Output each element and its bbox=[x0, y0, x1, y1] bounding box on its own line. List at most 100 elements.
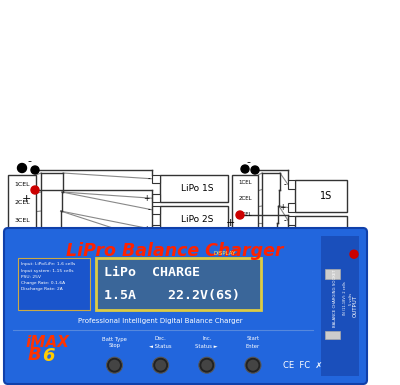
Bar bbox=[288, 252, 295, 261]
Text: LiPo  CHARGE: LiPo CHARGE bbox=[104, 266, 200, 280]
Circle shape bbox=[241, 165, 249, 173]
Bar bbox=[321, 236, 359, 376]
Text: LiPo 4S: LiPo 4S bbox=[181, 277, 214, 286]
Text: 1CEL: 1CEL bbox=[14, 182, 30, 187]
Text: 5CEL: 5CEL bbox=[14, 255, 30, 260]
Circle shape bbox=[201, 360, 212, 371]
Text: 1.5A    22.2V(6S): 1.5A 22.2V(6S) bbox=[104, 290, 240, 302]
Text: Professional Intelligent Digital Balance Charger: Professional Intelligent Digital Balance… bbox=[78, 318, 243, 324]
Bar bbox=[18, 258, 90, 310]
Text: B: B bbox=[28, 346, 42, 364]
Text: 3S: 3S bbox=[320, 263, 332, 273]
Bar bbox=[152, 288, 160, 295]
Bar bbox=[152, 268, 160, 276]
Text: 1S: 1S bbox=[320, 191, 332, 201]
Text: 3CEL: 3CEL bbox=[14, 218, 30, 223]
Text: +: + bbox=[22, 194, 31, 204]
Bar bbox=[325, 331, 340, 338]
Bar bbox=[152, 226, 160, 233]
Text: LiPo 2S: LiPo 2S bbox=[181, 215, 214, 224]
Bar bbox=[288, 239, 295, 248]
Bar bbox=[152, 350, 160, 357]
Text: LiPo 5S: LiPo 5S bbox=[181, 308, 214, 317]
Bar bbox=[295, 216, 347, 248]
Bar bbox=[96, 258, 261, 310]
Text: DISPLAY: DISPLAY bbox=[214, 251, 236, 256]
Text: +: + bbox=[226, 218, 235, 228]
Circle shape bbox=[241, 272, 249, 280]
Bar bbox=[152, 175, 160, 182]
Text: Status ►: Status ► bbox=[196, 343, 218, 348]
Text: -: - bbox=[283, 216, 286, 225]
Text: +: + bbox=[144, 256, 150, 265]
Text: LiPro Balance Charger: LiPro Balance Charger bbox=[66, 242, 284, 260]
Text: Start: Start bbox=[246, 336, 260, 341]
Text: -: - bbox=[147, 205, 150, 214]
Bar bbox=[325, 270, 340, 280]
Circle shape bbox=[248, 360, 258, 371]
Bar bbox=[295, 180, 347, 212]
Bar bbox=[288, 180, 295, 189]
Bar bbox=[152, 206, 160, 214]
Text: -: - bbox=[246, 157, 250, 167]
Text: +: + bbox=[144, 349, 150, 358]
Text: iMAX: iMAX bbox=[26, 335, 70, 350]
Text: -: - bbox=[283, 252, 286, 261]
Text: 6: 6 bbox=[42, 347, 54, 365]
Bar bbox=[152, 194, 160, 202]
Text: LiPo 1S: LiPo 1S bbox=[181, 184, 214, 193]
Bar bbox=[152, 318, 160, 326]
Circle shape bbox=[18, 288, 26, 296]
Circle shape bbox=[155, 360, 166, 371]
Bar bbox=[295, 252, 347, 284]
Text: 6CEL: 6CEL bbox=[238, 259, 252, 264]
Bar bbox=[160, 268, 228, 295]
Text: 4CEL: 4CEL bbox=[14, 237, 30, 242]
Text: +: + bbox=[144, 318, 150, 327]
Circle shape bbox=[153, 357, 169, 373]
Text: -: - bbox=[147, 329, 150, 338]
Circle shape bbox=[251, 166, 259, 174]
Bar bbox=[160, 175, 228, 202]
Text: 2CEL: 2CEL bbox=[238, 196, 252, 201]
Text: LiPo 3S: LiPo 3S bbox=[181, 246, 214, 255]
Circle shape bbox=[18, 164, 26, 172]
Text: 5CEL: 5CEL bbox=[238, 244, 252, 249]
Bar bbox=[288, 216, 295, 225]
Circle shape bbox=[109, 360, 120, 371]
Bar bbox=[152, 330, 160, 338]
Text: LiPo 6S: LiPo 6S bbox=[181, 339, 214, 348]
Bar bbox=[152, 299, 160, 306]
Text: -: - bbox=[147, 298, 150, 307]
Text: Input: LiPo/LiFe: 1-6 cells
Input system: 1-15 cells
PSU: 25V
Charge Rate: 0.1-6: Input: LiPo/LiFe: 1-6 cells Input system… bbox=[21, 263, 75, 291]
Text: 3CEL: 3CEL bbox=[238, 212, 252, 217]
Text: 2S: 2S bbox=[320, 227, 332, 237]
Text: +: + bbox=[144, 225, 150, 234]
Text: Inc.: Inc. bbox=[202, 336, 212, 341]
Bar bbox=[152, 256, 160, 264]
Text: CE  FC  ✗: CE FC ✗ bbox=[283, 361, 322, 370]
Text: 1CEL: 1CEL bbox=[238, 181, 252, 186]
Bar bbox=[232, 175, 258, 270]
Text: 2CEL: 2CEL bbox=[14, 200, 30, 205]
Text: IN (11-18V): 2 cells: IN (11-18V): 2 cells bbox=[343, 282, 347, 315]
Circle shape bbox=[236, 211, 244, 219]
Bar bbox=[160, 330, 228, 357]
Text: 5 volts: 5 volts bbox=[349, 293, 353, 305]
Bar bbox=[288, 203, 295, 212]
Text: Batt Type: Batt Type bbox=[102, 336, 127, 341]
Text: 6CEL: 6CEL bbox=[14, 273, 30, 278]
Text: +: + bbox=[144, 287, 150, 296]
Text: +: + bbox=[280, 239, 286, 248]
Text: +: + bbox=[280, 275, 286, 284]
Circle shape bbox=[245, 357, 261, 373]
Text: -: - bbox=[147, 236, 150, 245]
FancyBboxPatch shape bbox=[4, 228, 367, 384]
Circle shape bbox=[350, 250, 358, 258]
Bar bbox=[160, 299, 228, 326]
Bar bbox=[160, 237, 228, 264]
Text: Stop: Stop bbox=[108, 343, 120, 348]
Text: OUTPUT: OUTPUT bbox=[352, 295, 358, 317]
Text: -: - bbox=[283, 180, 286, 189]
Text: +: + bbox=[144, 194, 150, 203]
